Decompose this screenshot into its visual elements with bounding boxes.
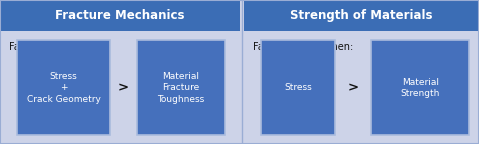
FancyBboxPatch shape: [261, 40, 335, 135]
Text: >: >: [118, 81, 129, 94]
Text: Stress: Stress: [285, 83, 312, 92]
Text: Material
Strength: Material Strength: [400, 78, 440, 98]
Text: Material
Fracture
Toughness: Material Fracture Toughness: [157, 72, 205, 104]
FancyBboxPatch shape: [17, 40, 110, 135]
FancyBboxPatch shape: [371, 40, 469, 135]
FancyBboxPatch shape: [244, 0, 479, 31]
FancyBboxPatch shape: [244, 31, 479, 144]
Text: Strength of Materials: Strength of Materials: [290, 9, 433, 22]
FancyBboxPatch shape: [137, 40, 225, 135]
Text: >: >: [348, 81, 359, 94]
Text: Failure occurs when:: Failure occurs when:: [253, 42, 353, 52]
Text: Failure occurs when:: Failure occurs when:: [9, 42, 109, 52]
Text: Fracture Mechanics: Fracture Mechanics: [56, 9, 185, 22]
FancyBboxPatch shape: [0, 0, 240, 31]
Text: Stress
+
Crack Geometry: Stress + Crack Geometry: [26, 72, 101, 104]
FancyBboxPatch shape: [0, 31, 240, 144]
